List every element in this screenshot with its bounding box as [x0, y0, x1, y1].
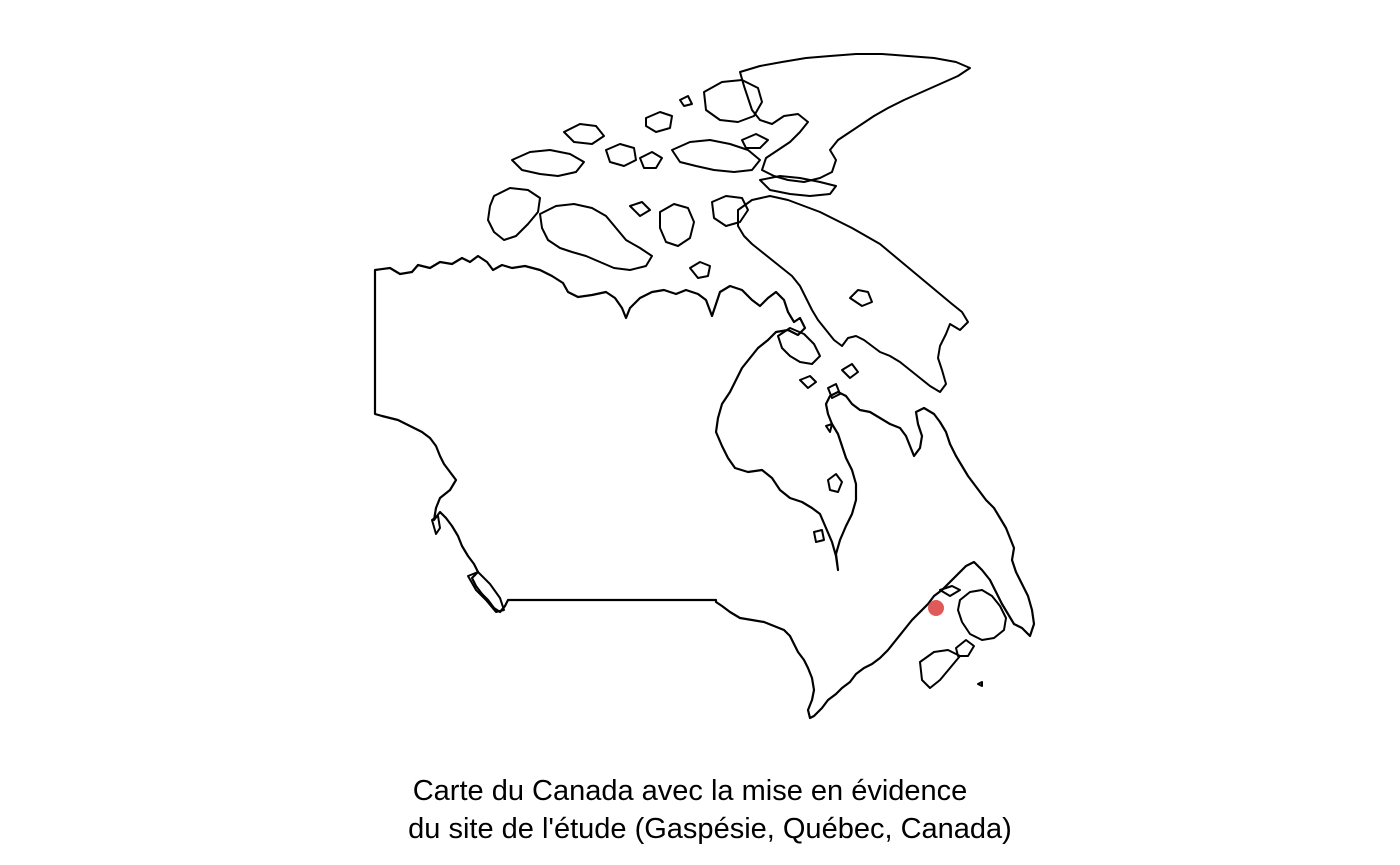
study-site-layer — [928, 600, 944, 616]
somerset-island — [711, 195, 749, 227]
stefansson-island — [629, 201, 651, 217]
king-william-island — [689, 261, 711, 279]
vancouver-island — [467, 571, 505, 613]
ellesmere-inner-island — [759, 175, 837, 197]
small-arctic-island-a — [679, 95, 693, 107]
small-arctic-island-b — [741, 133, 769, 149]
nova-scotia — [919, 649, 961, 689]
prince-patrick-island — [563, 123, 605, 145]
baffin-lake — [849, 289, 873, 307]
baffin-island — [737, 195, 969, 393]
sable-island — [977, 681, 983, 687]
prince-of-wales-island — [659, 203, 695, 247]
cape-breton-island — [955, 639, 975, 657]
southampton-island — [777, 327, 821, 365]
victoria-island — [539, 203, 653, 271]
newfoundland — [957, 589, 1007, 641]
canada-mainland-outline — [373, 254, 1036, 720]
hudson-bay-island — [827, 473, 843, 493]
melville-island — [511, 149, 585, 177]
amund-ringnes-island — [645, 111, 673, 133]
caption-line-1: Carte du Canada avec la mise en évidence — [412, 775, 968, 807]
cornwallis-island — [639, 151, 663, 169]
coats-island — [799, 375, 817, 389]
belcher-island — [825, 423, 833, 433]
devon-island — [671, 139, 761, 173]
canada-map — [373, 53, 1036, 720]
banks-island — [487, 187, 541, 241]
bathurst-island — [605, 143, 637, 167]
anticosti-island — [939, 585, 961, 597]
james-bay-island — [813, 529, 825, 543]
small-bay-island-b — [827, 383, 841, 399]
haida-gwaii — [431, 515, 441, 535]
map-caption: Carte du Canada avec la mise en évidence… — [0, 772, 1400, 848]
axel-heiberg-island — [703, 79, 763, 123]
ellesmere-island — [739, 53, 971, 183]
caption-line-2: du site de l'étude (Gaspésie, Québec, Ca… — [408, 813, 1012, 845]
study-site-marker — [928, 600, 944, 616]
small-bay-island-a — [841, 363, 859, 379]
